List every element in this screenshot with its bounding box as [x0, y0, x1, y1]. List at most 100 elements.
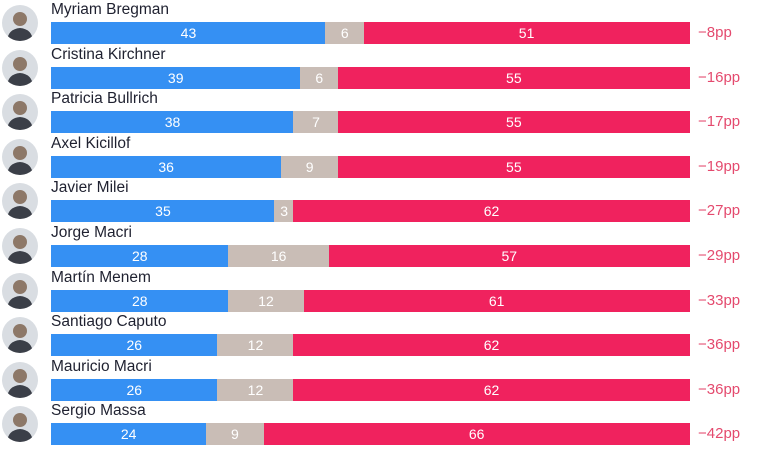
negative-segment: 66: [263, 423, 690, 446]
data-label: 12: [258, 292, 274, 309]
positive-segment: 39: [51, 66, 301, 89]
person-avatar: [2, 406, 38, 443]
person-avatar: [2, 138, 38, 175]
negative-segment: 55: [338, 155, 690, 178]
stacked-bar: 26 12 62: [51, 378, 690, 401]
positive-segment: 36: [51, 155, 282, 178]
data-label: 55: [506, 69, 522, 86]
person-icon: [2, 183, 38, 220]
category-label: Patricia Bullrich: [51, 90, 158, 108]
data-label: 16: [270, 248, 287, 264]
category-label: Martín Menem: [51, 268, 151, 286]
data-label: 3: [280, 203, 289, 220]
positive-segment: 43: [51, 22, 326, 44]
negative-segment: 55: [338, 66, 690, 89]
person-avatar: [2, 183, 38, 220]
neutral-segment: 6: [299, 66, 339, 89]
positive-segment: 24: [51, 423, 207, 446]
person-icon: [2, 317, 38, 354]
positive-segment: 35: [51, 200, 275, 223]
data-label: 62: [483, 381, 500, 398]
difference-label: −17pp: [698, 113, 741, 131]
data-label: 35: [155, 203, 171, 220]
neutral-segment: 12: [216, 378, 295, 401]
person-icon: [2, 406, 38, 443]
data-label: 38: [164, 114, 181, 131]
positive-segment: 26: [51, 378, 218, 401]
chart-row: Myriam Bregman 43 6 51 −8pp: [0, 1, 760, 46]
data-label: 66: [468, 426, 485, 443]
data-label: 36: [158, 158, 174, 175]
data-label: 9: [305, 158, 314, 175]
person-avatar: [2, 361, 38, 398]
data-label: 62: [483, 203, 500, 220]
positive-segment: 38: [51, 111, 295, 134]
person-avatar: [2, 228, 38, 264]
neutral-segment: 12: [216, 334, 295, 357]
data-label: 57: [501, 248, 518, 264]
person-icon: [2, 94, 38, 131]
stacked-bar: 43 6 51: [51, 22, 690, 44]
person-icon: [2, 228, 38, 264]
data-label: 6: [315, 69, 324, 86]
category-label: Santiago Caputo: [51, 313, 167, 331]
data-label: 6: [340, 25, 349, 41]
stacked-bar: 28 16 57: [51, 245, 690, 267]
chart-row: Axel Kicillof 36 9 55 −19pp: [0, 134, 760, 180]
chart-row: Jorge Macri 28 16 57 −29pp: [0, 224, 760, 269]
positive-segment: 28: [51, 289, 229, 312]
data-label: 55: [506, 158, 522, 175]
difference-label: −36pp: [698, 380, 741, 398]
data-label: 26: [126, 381, 143, 398]
person-icon: [2, 49, 38, 86]
positive-segment: 28: [51, 245, 229, 267]
stacked-bar: 24 9 66: [51, 423, 690, 446]
data-label: 24: [120, 426, 137, 443]
stacked-bar: 26 12 62: [51, 334, 690, 357]
person-avatar: [2, 272, 38, 309]
category-label: Javier Milei: [51, 179, 129, 197]
data-label: 51: [518, 25, 535, 41]
person-icon: [2, 138, 38, 175]
chart-row: Sergio Massa 24 9 66 −42pp: [0, 402, 760, 447]
positive-segment: 26: [51, 334, 218, 357]
category-label: Jorge Macri: [51, 224, 132, 241]
negative-segment: 57: [328, 245, 690, 267]
neutral-segment: 16: [227, 245, 330, 267]
negative-segment: 62: [293, 378, 690, 401]
negative-segment: 55: [338, 111, 690, 134]
neutral-segment: 9: [280, 155, 339, 178]
stacked-bar: 35 3 62: [51, 200, 690, 223]
neutral-segment: 7: [293, 111, 339, 134]
difference-label: −19pp: [698, 157, 741, 175]
category-label: Sergio Massa: [51, 402, 146, 420]
category-label: Axel Kicillof: [51, 134, 131, 152]
data-label: 28: [131, 292, 148, 309]
difference-label: −8pp: [698, 24, 732, 41]
chart-row: Patricia Bullrich 38 7 55 −17pp: [0, 90, 760, 135]
data-label: 12: [247, 381, 264, 398]
neutral-segment: 3: [274, 200, 295, 223]
person-icon: [2, 361, 38, 398]
negative-segment: 62: [293, 334, 690, 357]
data-label: 43: [180, 25, 197, 41]
category-label: Myriam Bregman: [51, 1, 169, 18]
data-label: 26: [126, 337, 143, 354]
neutral-segment: 12: [227, 289, 305, 312]
chart-row: Cristina Kirchner 39 6 55 −16pp: [0, 45, 760, 91]
negative-segment: 61: [303, 289, 690, 312]
difference-label: −33pp: [698, 291, 741, 309]
person-avatar: [2, 317, 38, 354]
data-label: 39: [167, 69, 184, 86]
chart-row: Mauricio Macri 26 12 62 −36pp: [0, 358, 760, 403]
category-label: Cristina Kirchner: [51, 45, 166, 63]
stacked-bar: 39 6 55: [51, 66, 690, 89]
person-avatar: [2, 5, 38, 41]
chart-row: Martín Menem 28 12 61 −33pp: [0, 268, 760, 314]
data-label: 7: [312, 114, 320, 131]
data-label: 12: [247, 337, 264, 354]
difference-label: −29pp: [698, 247, 741, 264]
person-avatar: [2, 49, 38, 86]
stacked-bar: 38 7 55: [51, 111, 690, 134]
